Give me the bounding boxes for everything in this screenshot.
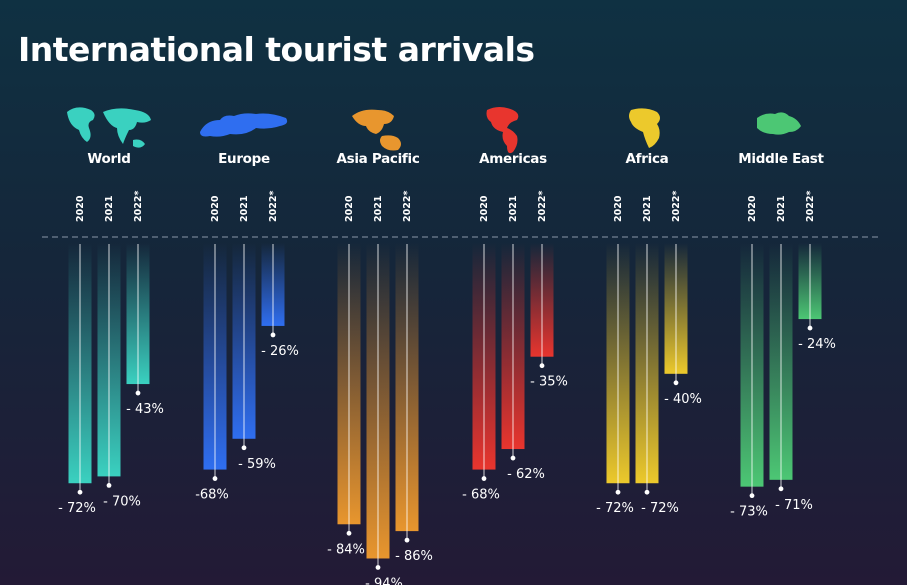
bar-dot: [270, 332, 276, 338]
bar-dot: [241, 445, 247, 451]
year-label-2020: 2020: [479, 195, 490, 222]
value-label-africa-2021: - 72%: [641, 501, 679, 516]
bar-dot: [77, 489, 83, 495]
region-label-world: World: [87, 151, 130, 167]
year-label-2021: 2021: [373, 196, 384, 222]
year-label-2020: 2020: [344, 195, 355, 222]
europe-map-icon: [200, 113, 288, 137]
year-label-2020: 2020: [613, 195, 624, 222]
value-label-world-2021: - 70%: [103, 494, 141, 509]
value-label-middle-east-2021: - 71%: [775, 498, 813, 513]
value-label-europe-2022: - 26%: [261, 344, 299, 359]
americas-map-icon: [486, 107, 519, 154]
year-label-2020: 2020: [210, 195, 221, 222]
value-label-world-2022: - 43%: [126, 402, 164, 417]
bar-dot: [510, 455, 516, 461]
value-label-middle-east-2020: - 73%: [730, 505, 768, 520]
region-label-americas: Americas: [479, 151, 547, 167]
value-label-americas-2020: - 68%: [462, 488, 500, 503]
year-label-2022p: 2022*: [537, 191, 548, 222]
year-label-2022p: 2022*: [133, 191, 144, 222]
bar-dot: [749, 493, 755, 499]
bar-dot: [375, 565, 381, 570]
value-label-africa-2022: - 40%: [664, 392, 702, 407]
region-label-africa: Africa: [626, 151, 669, 167]
region-label-europe: Europe: [218, 151, 270, 167]
year-label-2020: 2020: [75, 195, 86, 222]
value-label-americas-2021: - 62%: [507, 467, 545, 482]
bar-dot: [539, 363, 545, 369]
year-label-2021: 2021: [508, 196, 519, 222]
bar-dot: [404, 537, 410, 543]
middle-east-map-icon: [757, 112, 801, 135]
value-label-africa-2020: - 72%: [596, 501, 634, 516]
bar-dot: [673, 380, 679, 386]
year-label-2022p: 2022*: [402, 191, 413, 222]
value-label-world-2020: - 72%: [58, 501, 96, 516]
region-label-middle-east: Middle East: [738, 151, 824, 167]
value-label-asia-pacific-2022: - 86%: [395, 549, 433, 564]
region-label-asia-pacific: Asia Pacific: [336, 151, 419, 167]
bar-dot: [212, 476, 218, 481]
world-map-icon: [67, 107, 151, 148]
year-label-2022p: 2022*: [805, 191, 816, 222]
bar-dot: [644, 489, 650, 495]
bar-dot: [615, 489, 621, 495]
year-label-2022p: 2022*: [268, 191, 279, 222]
value-label-asia-pacific-2020: - 84%: [327, 542, 365, 557]
africa-map-icon: [629, 108, 660, 148]
value-label-europe-2020: -68%: [195, 488, 229, 503]
value-label-americas-2022: - 35%: [530, 375, 568, 390]
year-label-2021: 2021: [239, 196, 250, 222]
value-label-europe-2021: - 59%: [238, 457, 276, 472]
value-label-middle-east-2022: - 24%: [798, 337, 836, 352]
bar-dot: [481, 476, 487, 481]
page-title: International tourist arrivals: [18, 30, 535, 69]
bar-dot: [346, 530, 352, 536]
value-label-asia-pacific-2021: - 94%: [365, 576, 403, 585]
year-label-2022p: 2022*: [671, 191, 682, 222]
asia-pacific-map-icon: [352, 109, 401, 151]
year-label-2021: 2021: [776, 196, 787, 222]
year-label-2020: 2020: [747, 195, 758, 222]
year-label-2021: 2021: [642, 196, 653, 222]
year-label-2021: 2021: [104, 196, 115, 222]
bar-dot: [106, 483, 112, 488]
bar-dot: [135, 390, 141, 396]
bar-dot: [778, 486, 784, 492]
bar-dot: [807, 325, 813, 331]
